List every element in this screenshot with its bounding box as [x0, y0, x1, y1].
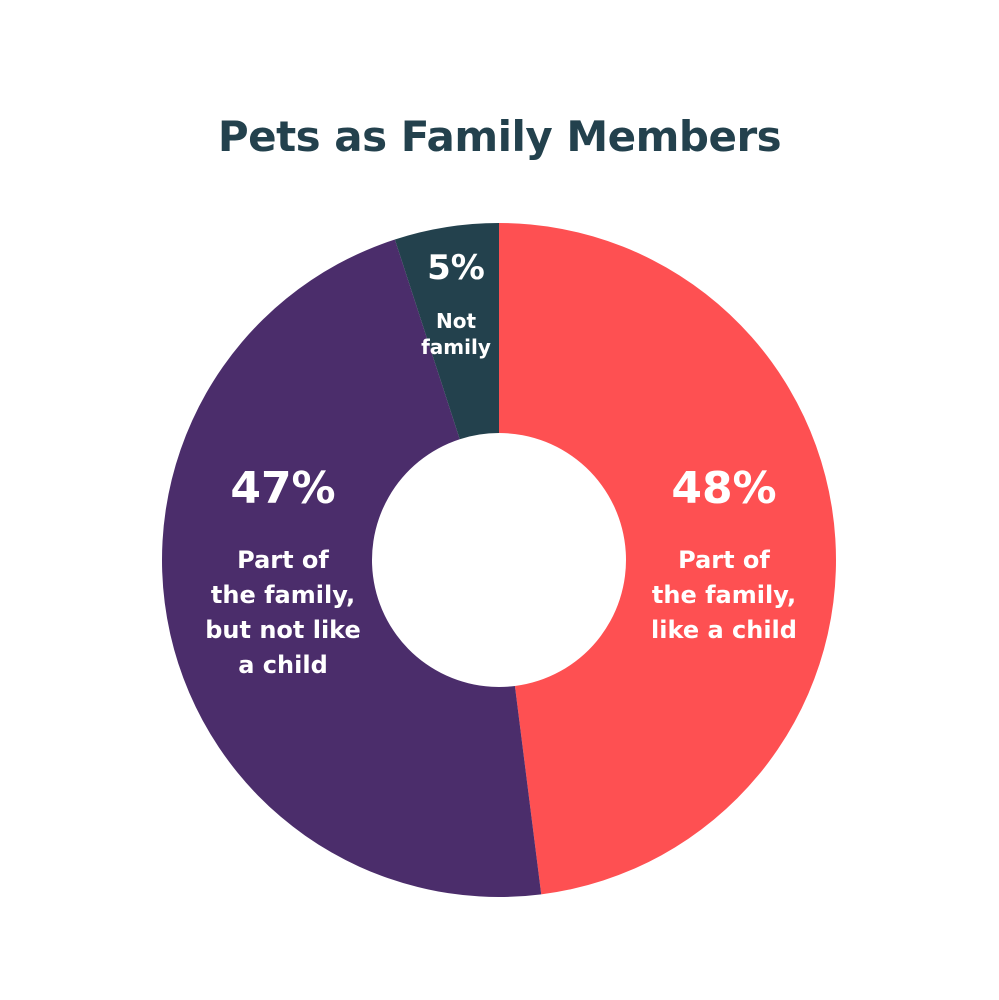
slice-description-line: family [421, 335, 491, 359]
slice-description-line: the family, [211, 581, 355, 609]
slice-percent-label: 47% [230, 463, 335, 514]
slice-percent-label: 48% [671, 463, 776, 514]
slice-description-line: but not like [205, 616, 361, 644]
donut-slice-2 [161, 239, 542, 898]
slice-description-line: like a child [651, 616, 797, 644]
donut-slice-1 [499, 223, 837, 895]
slice-percent-label: 5% [427, 248, 485, 288]
chart-title: Pets as Family Members [217, 112, 782, 161]
slice-description-line: Not [436, 309, 476, 333]
slice-description-line: Part of [237, 546, 329, 574]
slice-description-line: Part of [678, 546, 770, 574]
slice-description-line: the family, [652, 581, 796, 609]
slice-description-line: a child [238, 651, 328, 679]
donut-slice-3 [394, 223, 499, 440]
